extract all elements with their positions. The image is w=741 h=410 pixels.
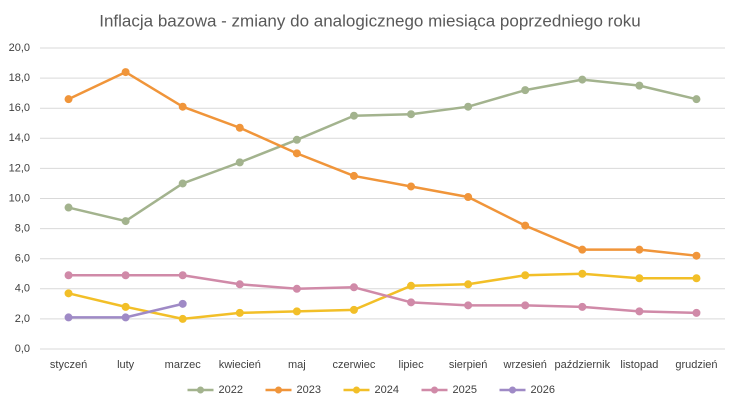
series-line	[68, 70, 697, 257]
point	[178, 271, 187, 280]
point	[407, 182, 416, 191]
x-tick-label: październik	[554, 359, 610, 371]
point	[292, 149, 301, 158]
point	[235, 123, 244, 132]
point	[121, 313, 130, 322]
x-tick-label: marzec	[165, 359, 202, 371]
point	[407, 298, 416, 307]
legend-marker	[431, 386, 438, 394]
point	[692, 308, 701, 317]
x-tick-label: maj	[288, 359, 306, 371]
chart-title: Inflacja bazowa - zmiany do analogiczneg…	[99, 11, 641, 30]
point	[349, 305, 358, 314]
point	[121, 271, 130, 280]
point	[64, 95, 73, 104]
legend-label: 2023	[297, 384, 321, 396]
point	[521, 221, 530, 230]
y-tick-label: 0,0	[15, 343, 30, 355]
x-tick-label: czerwiec	[333, 359, 376, 371]
legend-label: 2025	[453, 384, 477, 396]
point	[121, 68, 130, 77]
point	[464, 280, 473, 289]
x-tick-label: styczeń	[50, 359, 87, 371]
y-tick-label: 14,0	[9, 132, 30, 144]
x-tick-label: lipiec	[399, 359, 425, 371]
point	[235, 280, 244, 289]
point	[692, 251, 701, 260]
y-tick-label: 16,0	[9, 102, 30, 114]
point	[178, 299, 187, 308]
point	[235, 158, 244, 167]
point	[64, 203, 73, 212]
y-tick-label: 10,0	[9, 192, 30, 204]
point	[635, 274, 644, 283]
x-tick-label: listopad	[620, 359, 658, 371]
point	[464, 301, 473, 310]
y-tick-label: 18,0	[9, 72, 30, 84]
point	[407, 281, 416, 290]
point	[464, 102, 473, 111]
x-tick-label: sierpień	[449, 359, 488, 371]
series-line	[68, 274, 697, 315]
point	[292, 284, 301, 293]
point	[121, 302, 130, 311]
legend-label: 2024	[375, 384, 399, 396]
point	[407, 110, 416, 119]
point	[521, 86, 530, 95]
legend-marker	[197, 386, 204, 394]
point	[292, 307, 301, 316]
point	[692, 95, 701, 104]
point	[292, 135, 301, 144]
point	[578, 75, 587, 84]
point	[121, 217, 130, 226]
legend-marker	[275, 386, 282, 394]
y-tick-label: 6,0	[15, 253, 30, 265]
x-tick-label: kwiecień	[219, 359, 261, 371]
y-tick-label: 20,0	[9, 42, 30, 54]
y-tick-label: 4,0	[15, 283, 30, 295]
point	[578, 302, 587, 311]
x-tick-label: wrzesień	[503, 359, 547, 371]
legend-label: 2026	[531, 384, 555, 396]
point	[521, 301, 530, 310]
point	[178, 179, 187, 188]
y-tick-label: 8,0	[15, 223, 30, 235]
point	[578, 245, 587, 254]
point	[464, 192, 473, 201]
point	[178, 102, 187, 111]
point	[349, 111, 358, 120]
series-line	[68, 272, 697, 321]
point	[578, 269, 587, 278]
y-tick-label: 2,0	[15, 313, 30, 325]
point	[64, 313, 73, 322]
point	[635, 245, 644, 254]
point	[349, 171, 358, 180]
legend-label: 2022	[219, 384, 243, 396]
point	[235, 308, 244, 317]
y-tick-label: 12,0	[9, 162, 30, 174]
point	[178, 314, 187, 323]
legend-marker	[509, 386, 516, 394]
x-tick-label: luty	[117, 359, 135, 371]
point	[64, 271, 73, 280]
x-tick-label: grudzień	[675, 359, 717, 371]
point	[692, 274, 701, 283]
series-line	[68, 78, 697, 223]
point	[64, 289, 73, 298]
point	[521, 271, 530, 280]
legend-marker	[353, 386, 360, 394]
point	[635, 307, 644, 316]
point	[349, 283, 358, 292]
point	[635, 81, 644, 90]
